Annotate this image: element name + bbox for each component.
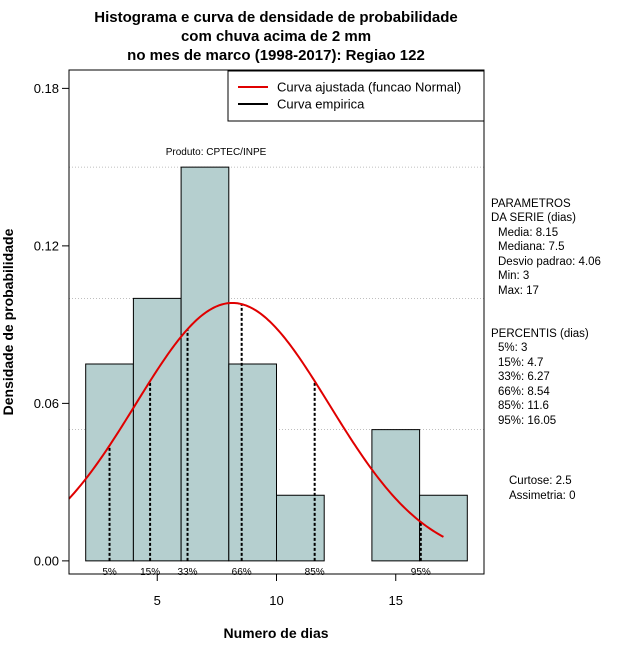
y-tick-label: 0.06 — [34, 396, 59, 411]
params-title-2: DA SERIE (dias) — [491, 212, 576, 224]
percentile-label: 15% — [140, 567, 160, 578]
x-tick-label: 5 — [154, 593, 161, 608]
legend-label-empirical: Curva empirica — [277, 97, 365, 112]
percentile-label: 85% — [305, 567, 325, 578]
chart-title-line-1: Histograma e curva de densidade de proba… — [94, 9, 457, 26]
percentil-5: 5%: 3 — [498, 342, 527, 354]
histogram-bar — [371, 429, 421, 562]
histogram-bar — [180, 166, 230, 562]
legend-box — [227, 70, 485, 122]
param-mediana: Mediana: 7.5 — [498, 241, 565, 253]
legend: Curva ajustada (funcao Normal) Curva emp… — [227, 70, 485, 122]
chart-title-line-2: com chuva acima de 2 mm — [181, 28, 371, 45]
axes-layer: 5 10 15 0.00 0.06 0.12 0.18 — [34, 81, 403, 608]
side-panel: PARAMETROS DA SERIE (dias) Media: 8.15 M… — [491, 198, 601, 502]
y-tick-label: 0.12 — [34, 238, 59, 253]
product-note: Produto: CPTEC/INPE — [166, 147, 267, 158]
param-max: Max: 17 — [498, 285, 539, 297]
param-desvio: Desvio padrao: 4.06 — [498, 256, 601, 268]
y-tick-label: 0.18 — [34, 81, 59, 96]
curve-layer — [68, 301, 444, 538]
percentil-66: 66%: 8.54 — [498, 386, 550, 398]
percentile-label: 5% — [102, 567, 117, 578]
x-axis-title: Numero de dias — [223, 625, 328, 641]
curtose: Curtose: 2.5 — [509, 475, 572, 487]
histogram-bar — [276, 494, 325, 562]
param-media: Media: 8.15 — [498, 227, 558, 239]
percentile-lines-layer: 5% 15% 33% 66% 85% 95% — [102, 304, 431, 578]
percentile-label: 33% — [178, 567, 198, 578]
y-axis-title: Densidade de probabilidade — [0, 228, 16, 415]
percentil-33: 33%: 6.27 — [498, 371, 550, 383]
y-tick-label: 0.00 — [34, 553, 59, 568]
params-title-1: PARAMETROS — [491, 198, 571, 210]
histogram-bar — [419, 494, 468, 562]
histogram-bar — [85, 363, 134, 562]
x-tick-label: 10 — [269, 593, 283, 608]
histogram-bar — [132, 297, 182, 562]
x-tick-label: 15 — [389, 593, 403, 608]
bars-layer — [85, 166, 468, 562]
histogram-bar — [228, 363, 277, 562]
percentil-15: 15%: 4.7 — [498, 357, 543, 369]
percentil-95: 95%: 16.05 — [498, 415, 556, 427]
normal-curve — [68, 301, 444, 538]
assimetria: Assimetria: 0 — [509, 490, 575, 502]
param-min: Min: 3 — [498, 270, 529, 282]
percentil-85: 85%: 11.6 — [498, 400, 549, 412]
percentis-title: PERCENTIS (dias) — [491, 328, 589, 340]
legend-label-normal: Curva ajustada (funcao Normal) — [277, 80, 461, 95]
chart-title-line-3: no mes de marco (1998-2017): Regiao 122 — [127, 47, 425, 64]
percentile-label: 66% — [232, 567, 252, 578]
percentile-label: 95% — [411, 567, 431, 578]
